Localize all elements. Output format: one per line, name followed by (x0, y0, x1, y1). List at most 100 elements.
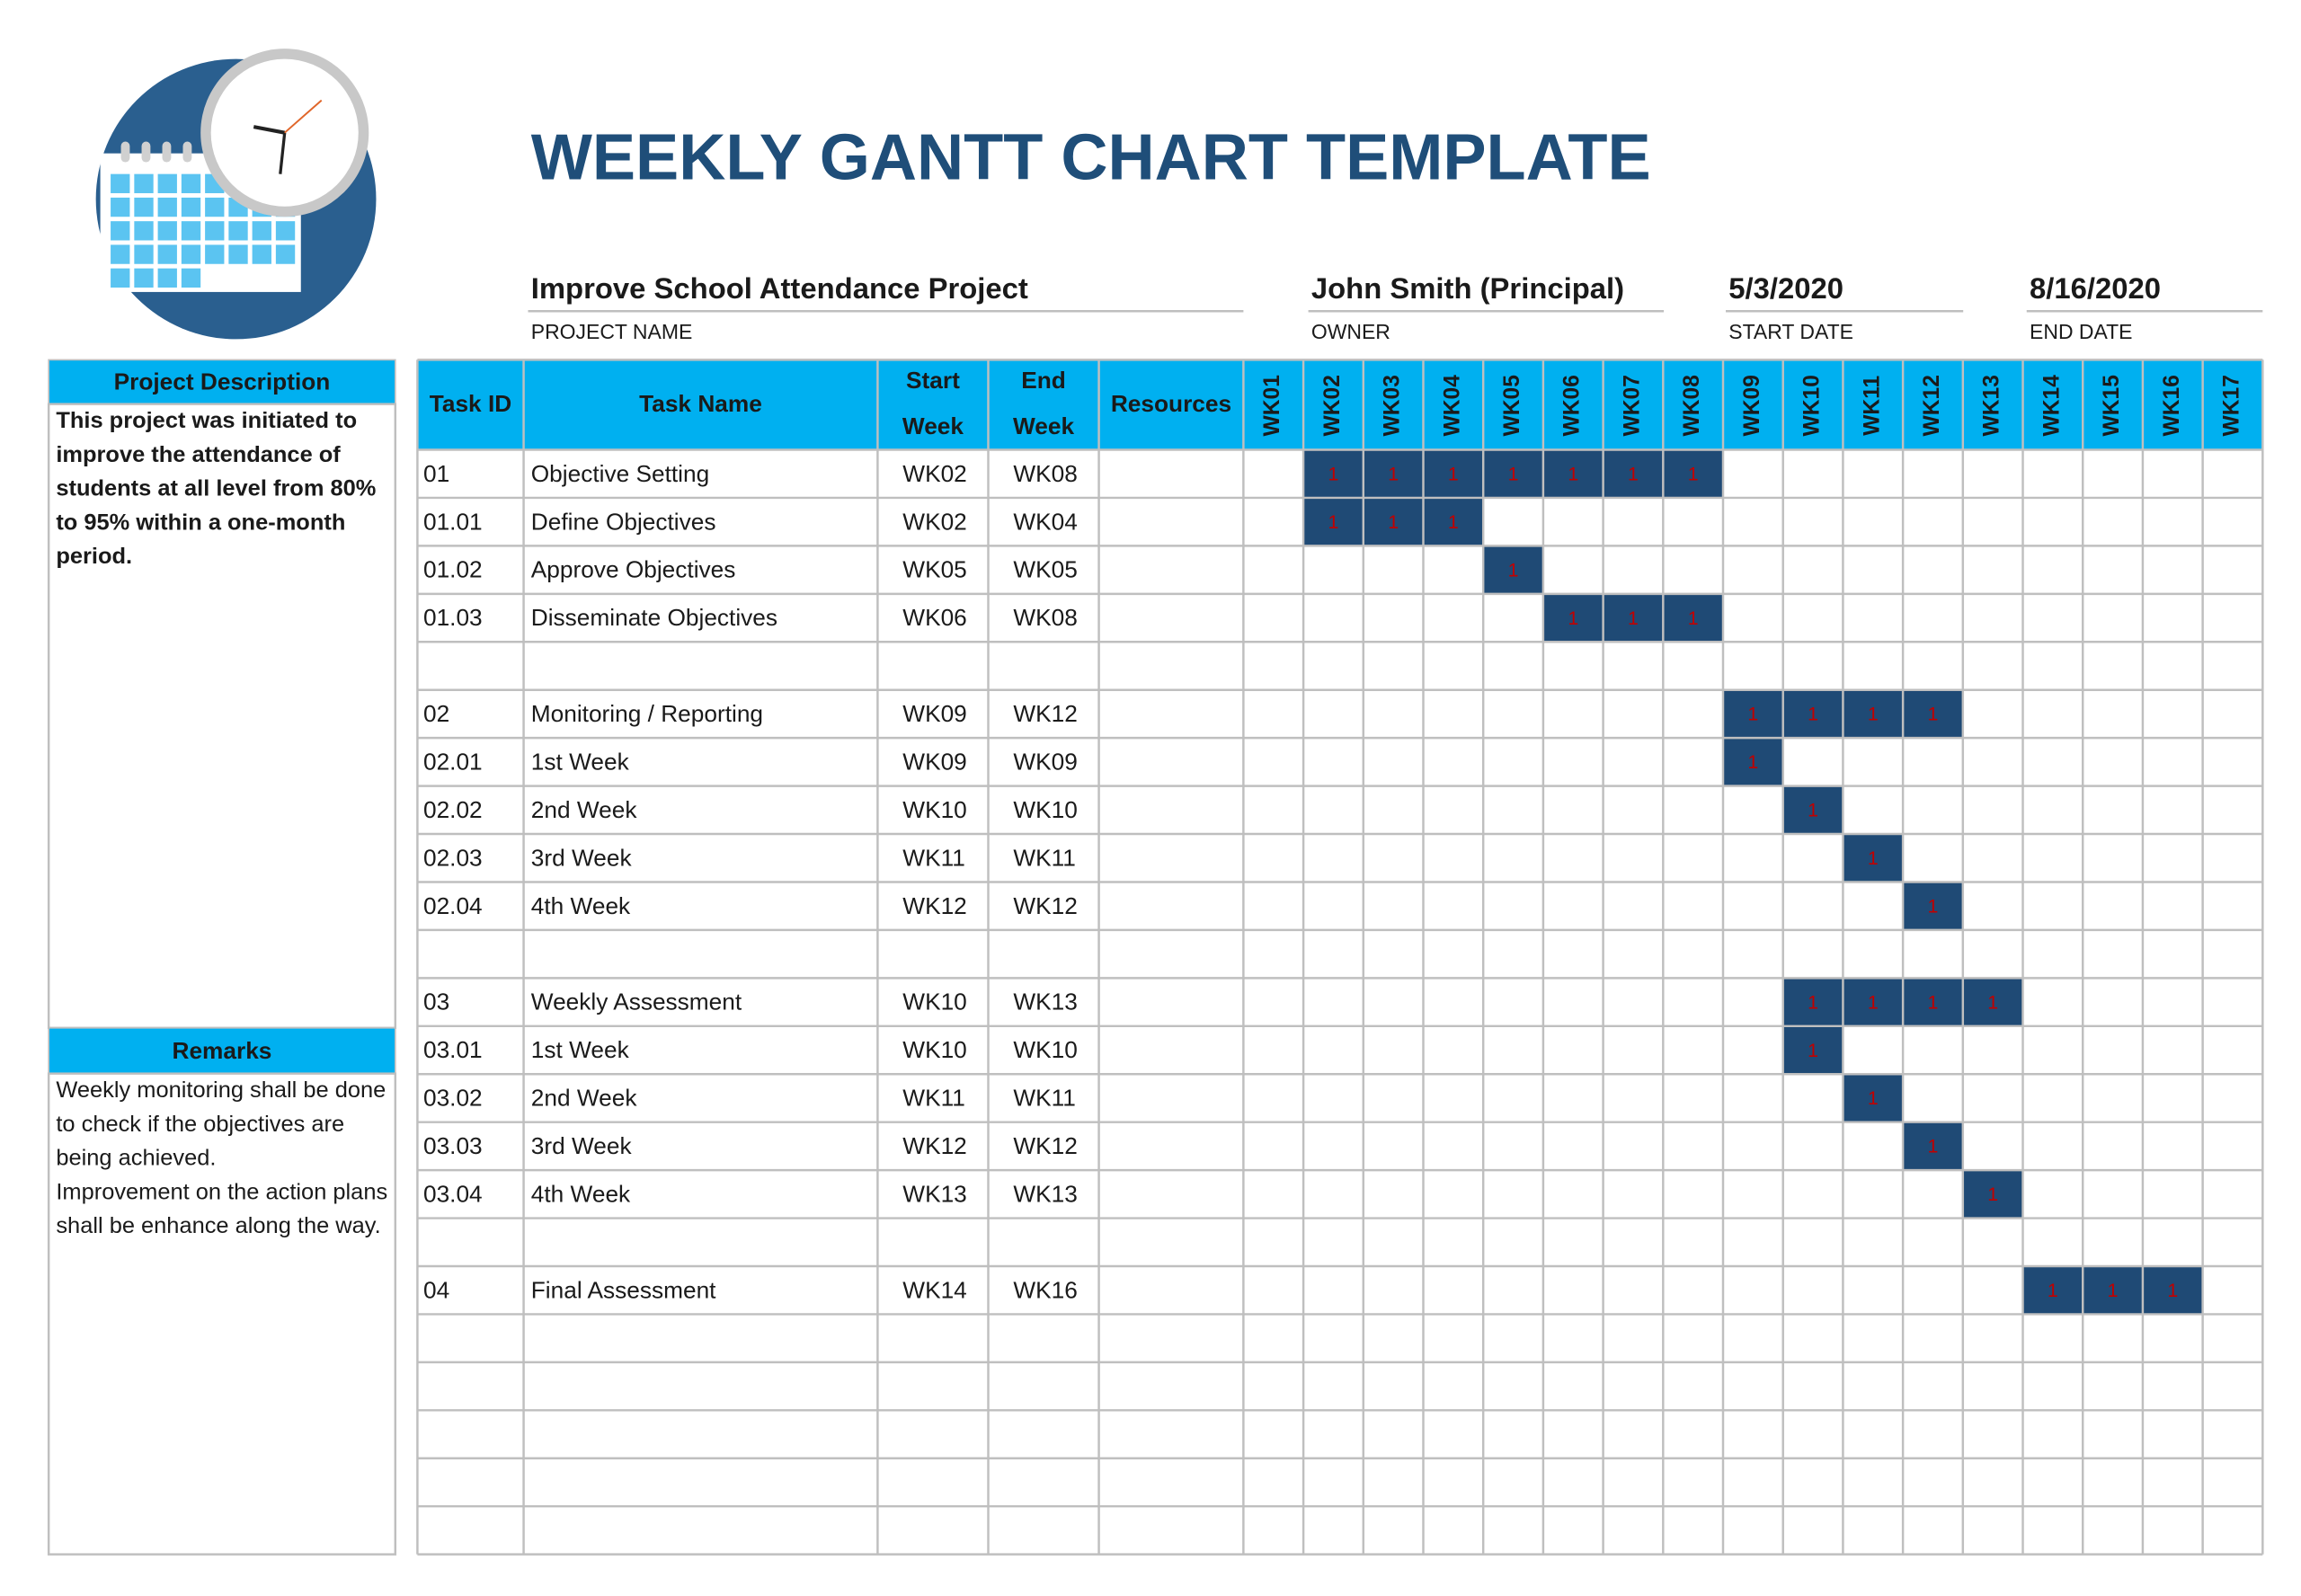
calendar-cell (134, 244, 154, 264)
end-week: WK10 (1013, 1036, 1077, 1063)
panel-line: Improvement on the action plans (56, 1179, 387, 1204)
start-week: WK14 (902, 1276, 966, 1303)
week-header: WK13 (1980, 375, 2004, 436)
task-name: 3rd Week (531, 1132, 633, 1159)
end-week: WK11 (1013, 1085, 1076, 1112)
task-id: 02 (423, 700, 449, 727)
field-label: END DATE (2030, 320, 2132, 343)
panel-line: students at all level from 80% (56, 476, 376, 501)
task-id: 03 (423, 989, 449, 1015)
end-week: WK13 (1013, 989, 1077, 1015)
gantt-mark: 1 (1508, 559, 1519, 581)
end-week: WK10 (1013, 796, 1077, 823)
start-week: WK10 (902, 989, 966, 1015)
gantt-bar (1903, 689, 1963, 739)
logo (95, 49, 377, 340)
task-name: Monitoring / Reporting (531, 700, 763, 727)
gantt-mark: 1 (1688, 607, 1699, 629)
start-week: WK12 (902, 892, 966, 919)
task-id: 02.03 (423, 844, 483, 871)
week-header: WK07 (1620, 375, 1644, 436)
gantt-bar (1843, 689, 1904, 739)
calendar-cell (181, 197, 201, 217)
calendar-cell (205, 221, 225, 241)
calendar-cell (134, 197, 154, 217)
week-header: WK03 (1381, 375, 1405, 436)
task-id: 03.02 (423, 1085, 483, 1112)
task-name: Define Objectives (531, 508, 716, 535)
gantt-bar (1723, 689, 1783, 739)
week-header: WK09 (1740, 375, 1764, 436)
week-header: WK02 (1320, 375, 1345, 436)
end-week: WK12 (1013, 700, 1077, 727)
calendar-cell (205, 244, 225, 264)
gantt-bar (1843, 978, 1904, 1026)
start-week: WK11 (902, 844, 965, 871)
week-header: WK12 (1920, 375, 1944, 436)
calendar-ring (182, 141, 192, 163)
calendar-cell (181, 244, 201, 264)
gantt-mark: 1 (1808, 991, 1818, 1013)
field-label: OWNER (1311, 320, 1390, 343)
task-id: 02.01 (423, 748, 483, 775)
gantt-bar (1542, 593, 1604, 643)
calendar-cell (134, 268, 154, 288)
week-header: WK05 (1500, 375, 1524, 436)
clock-hand (253, 125, 286, 135)
start-week: WK10 (902, 796, 966, 823)
gantt-mark: 1 (2108, 1280, 2119, 1301)
end-week: WK08 (1013, 460, 1077, 487)
week-header: WK15 (2100, 375, 2124, 436)
gantt-bar (1603, 449, 1664, 498)
end-week: WK09 (1013, 748, 1077, 775)
task-name: Final Assessment (531, 1276, 716, 1303)
gantt-mark: 1 (1328, 464, 1339, 485)
task-id: 04 (423, 1276, 449, 1303)
start-week: WK02 (902, 460, 966, 487)
week-header: WK10 (1800, 375, 1825, 436)
panel-line: shall be enhance along the way. (56, 1213, 380, 1238)
col-header: Resources (1111, 390, 1231, 417)
calendar-cell (181, 173, 201, 193)
calendar-cell (275, 221, 296, 241)
task-name: Approve Objectives (531, 556, 736, 583)
calendar-ring (162, 141, 172, 163)
gantt-mark: 1 (1928, 704, 1939, 725)
start-week: WK11 (902, 1085, 965, 1112)
gantt-mark: 1 (1928, 991, 1939, 1013)
field-value: Improve School Attendance Project (531, 271, 1028, 305)
panel-title: Remarks (173, 1037, 272, 1064)
gantt-mark: 1 (1388, 464, 1399, 485)
col-header: End (1021, 367, 1066, 394)
gantt-bar (1423, 497, 1484, 546)
calendar-cell (111, 197, 130, 217)
field-value: John Smith (Principal) (1311, 271, 1624, 305)
task-name: Disseminate Objectives (531, 604, 777, 631)
task-name: Objective Setting (531, 460, 709, 487)
gantt-mark: 1 (1448, 511, 1459, 533)
gantt-mark: 1 (1568, 464, 1578, 485)
gantt-bar (1782, 689, 1843, 739)
clock-hand (284, 99, 323, 134)
end-week: WK12 (1013, 1132, 1077, 1159)
task-id: 03.04 (423, 1180, 483, 1207)
clock-hand (279, 132, 287, 174)
week-header: WK01 (1260, 375, 1284, 436)
gantt-mark: 1 (1688, 464, 1699, 485)
gantt-mark: 1 (1747, 751, 1758, 773)
end-week: WK04 (1013, 508, 1077, 535)
calendar-cell (252, 244, 271, 264)
gantt-bar (1483, 545, 1543, 594)
title: WEEKLY GANTT CHART TEMPLATE (531, 122, 1651, 194)
week-header: WK11 (1860, 376, 1884, 436)
gantt-bar (1962, 1170, 2023, 1219)
task-id: 01 (423, 460, 449, 487)
gantt-mark: 1 (1328, 511, 1339, 533)
gantt-mark: 1 (1928, 895, 1939, 917)
calendar-cell (181, 221, 201, 241)
gantt-mark: 1 (2167, 1280, 2178, 1301)
gantt-mark: 1 (1868, 1087, 1879, 1109)
panel-line: Weekly monitoring shall be done (56, 1077, 386, 1103)
gantt-mark: 1 (1808, 704, 1818, 725)
gantt-bar (1363, 497, 1424, 546)
